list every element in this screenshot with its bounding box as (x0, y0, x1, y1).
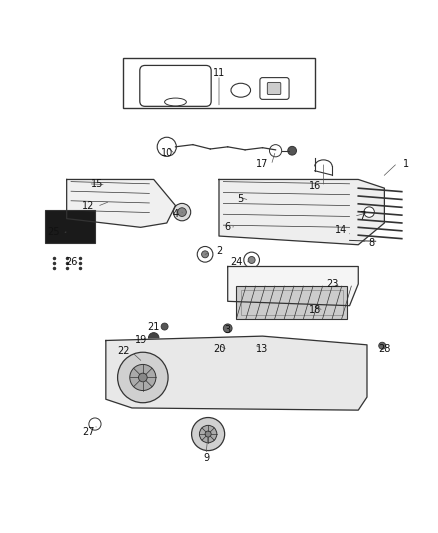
Text: 9: 9 (203, 453, 209, 463)
Circle shape (130, 365, 156, 391)
Circle shape (161, 323, 168, 330)
Bar (237, 286, 347, 319)
Circle shape (248, 256, 255, 263)
Text: 13: 13 (256, 344, 268, 354)
Text: 23: 23 (326, 279, 338, 289)
Circle shape (205, 431, 211, 437)
Circle shape (288, 147, 297, 155)
Bar (241, 289, 343, 315)
Circle shape (201, 251, 208, 258)
FancyBboxPatch shape (260, 78, 289, 99)
Circle shape (269, 144, 282, 157)
Circle shape (148, 333, 159, 343)
Polygon shape (67, 180, 176, 228)
Ellipse shape (231, 83, 251, 97)
Polygon shape (228, 266, 358, 305)
Circle shape (234, 192, 243, 201)
Circle shape (221, 219, 239, 236)
Text: 26: 26 (65, 257, 77, 267)
Text: 25: 25 (47, 227, 60, 237)
Circle shape (223, 324, 232, 333)
Text: 5: 5 (238, 194, 244, 204)
Text: 16: 16 (309, 181, 321, 191)
Circle shape (364, 207, 374, 217)
Circle shape (379, 342, 386, 349)
Text: 21: 21 (148, 322, 160, 333)
Text: 20: 20 (213, 344, 225, 354)
Text: 28: 28 (378, 344, 391, 354)
Text: 22: 22 (117, 346, 130, 357)
Circle shape (157, 137, 177, 156)
Bar (45, 210, 95, 243)
Text: 10: 10 (161, 148, 173, 158)
Text: 11: 11 (213, 68, 225, 78)
Circle shape (138, 373, 147, 382)
Circle shape (199, 425, 217, 443)
Polygon shape (219, 180, 385, 245)
Text: 27: 27 (82, 427, 95, 437)
FancyBboxPatch shape (267, 83, 281, 94)
Circle shape (173, 204, 191, 221)
Text: 7: 7 (360, 212, 366, 221)
Circle shape (226, 223, 234, 232)
Text: 8: 8 (368, 238, 374, 247)
Circle shape (197, 246, 213, 262)
Text: 2: 2 (216, 246, 222, 256)
Ellipse shape (165, 98, 186, 106)
Text: 14: 14 (335, 224, 347, 235)
Circle shape (244, 252, 259, 268)
Circle shape (230, 188, 247, 206)
Text: 3: 3 (225, 325, 231, 335)
Text: 19: 19 (134, 335, 147, 345)
Bar (123, 58, 315, 108)
FancyBboxPatch shape (140, 66, 211, 107)
Circle shape (213, 340, 223, 350)
Text: 12: 12 (82, 200, 95, 211)
Circle shape (191, 417, 225, 450)
Text: 17: 17 (256, 159, 268, 169)
Circle shape (89, 418, 101, 430)
Circle shape (117, 352, 168, 403)
Text: 1: 1 (403, 159, 409, 169)
Circle shape (178, 208, 186, 216)
Text: 6: 6 (225, 222, 231, 232)
Text: 4: 4 (173, 209, 179, 219)
Text: 15: 15 (91, 179, 103, 189)
Text: 24: 24 (230, 257, 243, 267)
Text: 18: 18 (309, 305, 321, 315)
Polygon shape (106, 336, 367, 410)
